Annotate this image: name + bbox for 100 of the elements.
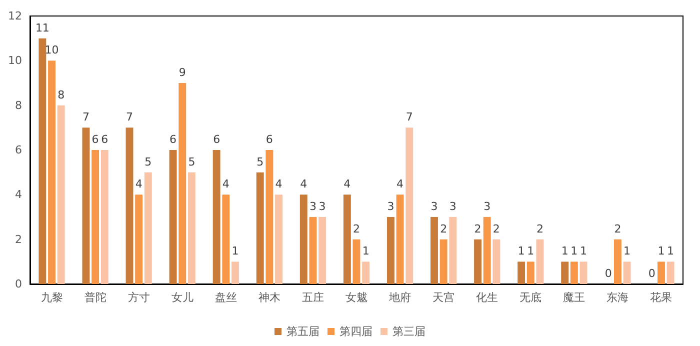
data-label: 2 <box>353 222 360 236</box>
data-label: 7 <box>406 110 413 124</box>
bar <box>474 239 482 284</box>
data-label: 1 <box>232 244 239 258</box>
data-label: 4 <box>222 178 230 191</box>
bar <box>536 239 544 284</box>
data-label: 1 <box>527 244 534 258</box>
bar <box>135 194 143 284</box>
bar <box>386 217 394 284</box>
data-label: 1 <box>580 244 587 258</box>
bar <box>126 128 134 284</box>
bar <box>362 262 370 284</box>
data-label: 2 <box>474 222 482 236</box>
bar <box>430 217 438 284</box>
y-tick-label: 0 <box>15 278 22 290</box>
data-label: 1 <box>667 244 674 258</box>
data-label: 3 <box>309 200 316 213</box>
data-label: 4 <box>135 178 142 191</box>
bar <box>275 194 282 284</box>
data-label: 1 <box>658 244 665 258</box>
data-label: 6 <box>213 133 220 146</box>
data-label: 5 <box>144 155 152 168</box>
y-tick-label: 6 <box>15 144 22 156</box>
data-label: 2 <box>492 222 500 236</box>
x-tick-label: 魔王 <box>563 291 586 304</box>
data-label: 3 <box>318 200 326 213</box>
data-label: 11 <box>35 21 50 34</box>
data-label: 6 <box>101 133 108 146</box>
data-label: 3 <box>484 200 491 213</box>
data-label: 10 <box>44 44 59 57</box>
y-tick-label: 12 <box>8 10 22 22</box>
data-label: 0 <box>648 267 656 280</box>
bar <box>300 194 308 284</box>
legend-label: 第五届 <box>286 325 320 338</box>
data-label: 2 <box>440 222 448 236</box>
x-tick-label: 天宫 <box>432 291 455 304</box>
bar <box>309 217 317 284</box>
data-label: 8 <box>58 88 65 102</box>
bar <box>231 262 239 284</box>
bar <box>658 262 665 284</box>
bar <box>178 83 186 284</box>
bar <box>396 194 404 284</box>
bar <box>492 239 500 284</box>
x-tick-label: 化生 <box>476 291 498 304</box>
data-label: 0 <box>604 267 612 280</box>
x-tick-label: 普陀 <box>84 291 106 304</box>
bar <box>222 194 230 284</box>
x-tick-label: 方寸 <box>128 291 150 304</box>
data-label: 1 <box>624 244 631 258</box>
bar <box>57 105 65 284</box>
bar <box>623 262 631 284</box>
data-label: 9 <box>178 66 186 79</box>
y-tick-label: 8 <box>15 98 22 112</box>
x-tick-label: 地府 <box>388 291 412 304</box>
data-label: 5 <box>188 155 196 168</box>
bar <box>256 172 264 284</box>
bar <box>440 239 448 284</box>
y-tick-label: 10 <box>8 54 22 68</box>
data-label: 4 <box>275 178 282 191</box>
data-label: 6 <box>266 133 273 146</box>
data-label: 2 <box>536 222 544 236</box>
x-tick-label: 五庄 <box>302 291 324 304</box>
bar <box>318 217 326 284</box>
bar <box>570 262 578 284</box>
bar <box>352 239 360 284</box>
bar <box>212 150 220 284</box>
data-label: 7 <box>82 110 90 124</box>
legend-label: 第三届 <box>392 325 426 338</box>
bar <box>38 38 46 284</box>
x-tick-label: 花果 <box>650 291 672 304</box>
bar <box>48 60 56 284</box>
x-tick-label: 无底 <box>520 291 542 304</box>
data-label: 3 <box>387 200 394 213</box>
bar <box>526 262 534 284</box>
data-label: 1 <box>518 244 525 258</box>
bar <box>518 262 526 284</box>
data-label: 4 <box>396 178 404 191</box>
bar <box>614 239 622 284</box>
bar <box>169 150 177 284</box>
bar <box>561 262 569 284</box>
data-label: 6 <box>170 133 177 146</box>
bar <box>92 150 100 284</box>
data-label: 3 <box>449 200 456 213</box>
x-tick-label: 东海 <box>606 291 629 304</box>
data-label: 1 <box>570 244 578 258</box>
bar <box>82 128 90 284</box>
bar <box>580 262 588 284</box>
x-tick-label: 女魃 <box>346 291 368 304</box>
x-tick-label: 神木 <box>258 291 280 304</box>
data-label: 1 <box>362 244 370 258</box>
data-label: 2 <box>614 222 622 236</box>
data-label: 4 <box>300 178 308 191</box>
bar <box>483 217 491 284</box>
bar <box>144 172 152 284</box>
data-label: 7 <box>126 110 134 124</box>
data-label: 6 <box>92 133 99 146</box>
legend-label: 第四届 <box>340 325 372 338</box>
bar <box>266 150 274 284</box>
bar <box>188 172 196 284</box>
y-tick-label: 4 <box>15 188 22 202</box>
